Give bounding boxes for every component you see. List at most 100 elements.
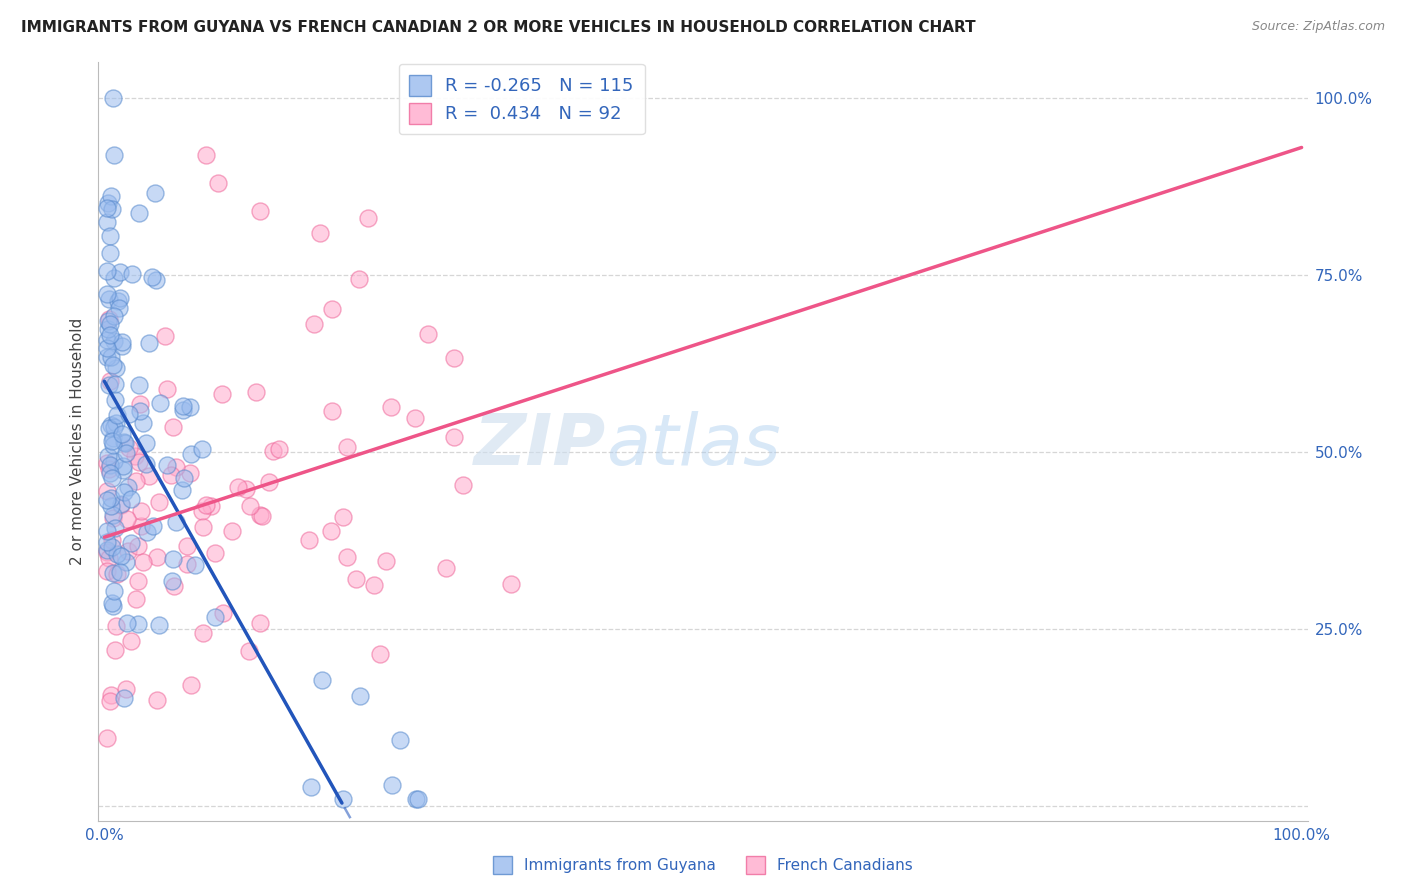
Text: Source: ZipAtlas.com: Source: ZipAtlas.com (1251, 20, 1385, 33)
Point (172, 400, 194, 414)
Point (298, 533, 321, 547)
Point (163, 579, 186, 593)
Point (299, 780, 322, 794)
Point (332, 510, 354, 524)
Point (100, 499, 122, 513)
Point (114, 435, 136, 450)
Point (100, 491, 122, 506)
Point (173, 470, 195, 484)
Point (105, 547, 128, 561)
Point (145, 273, 167, 287)
Point (160, 467, 183, 482)
Point (120, 491, 142, 506)
Point (98, 317, 121, 331)
Point (416, 326, 439, 341)
Point (96, 492, 118, 507)
Point (172, 403, 194, 417)
Point (311, 673, 333, 687)
Point (179, 466, 201, 480)
Point (128, 455, 150, 469)
Point (408, 792, 430, 806)
Point (138, 469, 160, 483)
Point (235, 483, 257, 497)
Point (101, 431, 124, 445)
Point (96, 545, 118, 559)
Point (98, 312, 121, 326)
Point (104, 360, 127, 375)
Point (103, 566, 125, 581)
Point (127, 616, 149, 631)
Point (135, 457, 157, 471)
Point (105, 409, 128, 423)
Point (336, 441, 359, 455)
Point (184, 558, 207, 572)
Point (124, 449, 146, 463)
Text: atlas: atlas (606, 411, 780, 480)
Point (100, 189, 122, 203)
Point (100, 375, 122, 389)
Point (111, 427, 134, 442)
Point (100, 689, 122, 703)
Point (115, 555, 138, 569)
Point (107, 293, 129, 308)
Point (115, 512, 138, 526)
Point (128, 377, 150, 392)
Point (221, 524, 243, 538)
Point (262, 444, 284, 458)
Point (103, 271, 125, 285)
Point (108, 566, 131, 580)
Point (368, 647, 391, 661)
Point (101, 471, 124, 485)
Point (153, 329, 176, 343)
Y-axis label: 2 or more Vehicles in Household: 2 or more Vehicles in Household (70, 318, 86, 566)
Point (96, 264, 118, 278)
Point (195, 147, 218, 161)
Point (101, 533, 124, 548)
Point (118, 441, 141, 455)
Point (96, 535, 118, 549)
Point (103, 438, 125, 452)
Point (98, 421, 121, 435)
Point (103, 419, 125, 434)
Point (107, 567, 129, 582)
Point (136, 524, 159, 539)
Point (129, 519, 152, 533)
Point (96, 350, 118, 364)
Point (332, 792, 354, 806)
Point (101, 91, 124, 105)
Point (118, 407, 141, 421)
Point (103, 454, 125, 468)
Point (96, 483, 118, 498)
Point (117, 615, 139, 630)
Point (252, 509, 274, 524)
Point (146, 550, 169, 565)
Point (98, 246, 121, 260)
Point (162, 552, 184, 566)
Point (176, 539, 198, 553)
Point (103, 584, 125, 599)
Point (98, 328, 121, 343)
Point (97, 195, 120, 210)
Point (160, 574, 183, 588)
Point (148, 495, 170, 509)
Point (131, 504, 153, 518)
Point (381, 778, 404, 792)
Point (319, 524, 342, 538)
Point (389, 732, 412, 747)
Point (103, 310, 125, 324)
Point (195, 498, 218, 512)
Point (443, 351, 465, 366)
Point (111, 463, 134, 477)
Point (131, 555, 153, 569)
Point (121, 267, 143, 281)
Point (156, 458, 179, 473)
Point (97, 378, 120, 392)
Point (108, 265, 131, 279)
Legend: Immigrants from Guyana, French Canadians: Immigrants from Guyana, French Canadians (488, 850, 918, 880)
Point (404, 411, 426, 425)
Point (374, 554, 396, 568)
Point (101, 540, 124, 554)
Point (104, 377, 127, 392)
Point (96, 543, 118, 558)
Point (245, 385, 267, 400)
